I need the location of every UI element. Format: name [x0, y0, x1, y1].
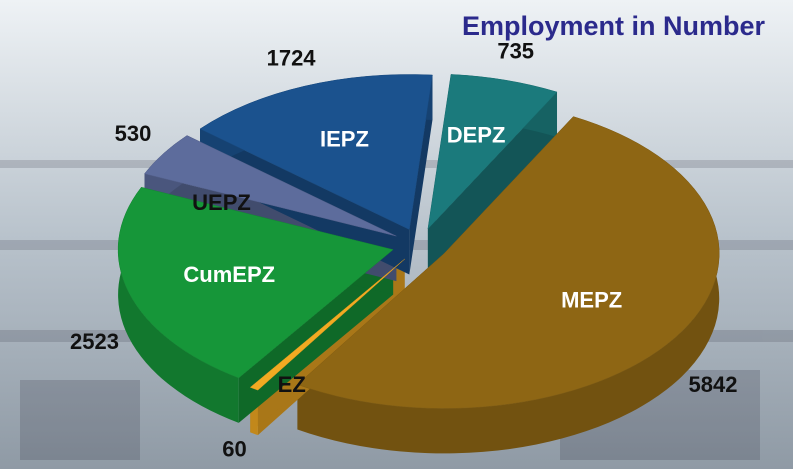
chart: Employment in Number MEPZ 5842 EZ 60 CumEPZ 2… — [0, 0, 793, 469]
slice-label: CumEPZ — [183, 262, 275, 287]
value-label: 1724 — [267, 45, 317, 70]
chart-title: Employment in Number — [462, 11, 766, 41]
value-label: 2523 — [70, 329, 119, 354]
value-label: 735 — [497, 39, 534, 64]
value-label: 60 — [222, 436, 246, 461]
slice-label: EZ — [278, 372, 306, 397]
slice-label: IEPZ — [320, 126, 369, 151]
slice-label: DEPZ — [447, 123, 506, 148]
slice-label: UEPZ — [192, 190, 251, 215]
value-label: 5842 — [689, 372, 738, 397]
slice-label: MEPZ — [561, 287, 622, 312]
value-label: 530 — [115, 121, 152, 146]
